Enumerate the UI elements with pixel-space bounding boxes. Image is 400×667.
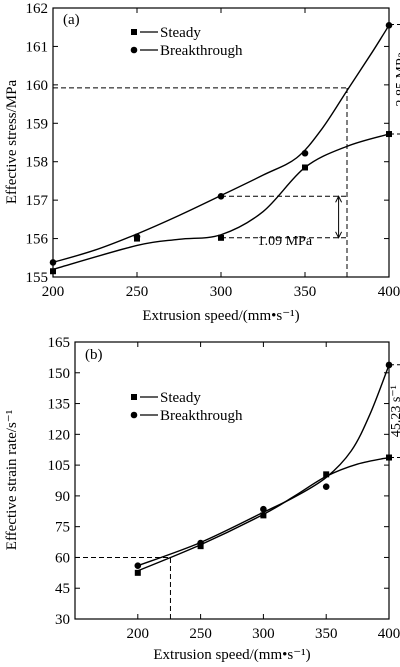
panel-a-label: (a) <box>63 12 80 28</box>
annotation-arrowhead-down <box>335 231 343 239</box>
data-point-steady <box>386 131 392 138</box>
data-point-breakthrough <box>49 259 57 266</box>
y-tick-label: 60 <box>55 550 70 566</box>
data-point-breakthrough <box>197 539 204 547</box>
y-tick-label: 160 <box>26 78 49 94</box>
data-point-breakthrough <box>260 505 267 513</box>
annotation-label: 2.85 MPa <box>394 51 400 106</box>
panel-b-label: (b) <box>85 347 103 363</box>
legend-steady-marker-icon <box>131 29 137 35</box>
data-point-steady <box>50 268 56 275</box>
x-tick-label: 250 <box>126 284 149 300</box>
panel-a-curves <box>52 24 390 270</box>
panel-a-markers <box>49 21 393 275</box>
panel-b-annotations: 45.23 s⁻¹ <box>389 385 400 437</box>
x-tick-label: 400 <box>378 284 400 300</box>
panel-b-x-axis-label: Extrusion speed/(mm•s⁻¹) <box>153 647 310 663</box>
y-tick-label: 158 <box>26 155 49 171</box>
y-tick-label: 165 <box>48 335 71 351</box>
panel-a-ticks: 200 250 300 350 400 155 156 157 158 159 160 161 162 <box>26 1 400 300</box>
x-tick-label: 250 <box>189 626 212 642</box>
y-tick-label: 135 <box>48 397 71 413</box>
panel-a-annotations: 1.09 MPa 2.85 MPa <box>258 51 400 249</box>
x-tick-label: 350 <box>315 626 338 642</box>
y-tick-label: 162 <box>26 1 49 17</box>
annotation-arrowhead-up <box>335 195 343 203</box>
data-point-steady <box>218 234 224 241</box>
x-tick-label: 400 <box>378 626 400 642</box>
data-point-steady <box>386 454 392 461</box>
y-tick-label: 45 <box>55 581 70 597</box>
panel-a-x-axis-label: Extrusion speed/(mm•s⁻¹) <box>142 308 299 324</box>
data-point-steady <box>302 164 308 171</box>
x-tick-label: 300 <box>210 284 233 300</box>
legend-breakthrough-label: Breakthrough <box>160 43 243 59</box>
panel-b-markers <box>134 361 393 576</box>
x-tick-label: 200 <box>127 626 150 642</box>
y-tick-label: 157 <box>26 193 49 209</box>
y-tick-label: 120 <box>48 427 71 443</box>
x-tick-label: 350 <box>294 284 317 300</box>
panel-b-reference-lines <box>75 364 400 619</box>
panel-b-ticks: 200 250 300 350 400 30 45 60 75 90 105 120 135 150 165 <box>48 335 400 642</box>
series-line-steady <box>52 133 390 270</box>
data-point-breakthrough <box>385 21 393 29</box>
series-line-breakthrough <box>52 24 390 264</box>
panel-a-chart: 200 250 300 350 400155156157158159160161162 … <box>4 1 400 324</box>
annotation-label: 1.09 MPa <box>258 234 313 249</box>
panel-a-reference-lines <box>53 24 400 277</box>
y-tick-label: 105 <box>48 458 71 474</box>
data-point-steady <box>134 569 141 576</box>
x-tick-label: 200 <box>42 284 65 300</box>
legend-breakthrough-marker-icon <box>130 411 138 419</box>
data-point-breakthrough <box>133 233 141 240</box>
panel-a-legend: Steady Breakthrough <box>130 25 243 59</box>
panel-b-plot-frame <box>74 341 390 620</box>
y-tick-label: 156 <box>26 232 49 248</box>
data-point-breakthrough <box>385 361 393 369</box>
legend-breakthrough-label: Breakthrough <box>160 408 243 424</box>
data-point-steady <box>323 471 330 478</box>
data-point-breakthrough <box>301 149 309 157</box>
y-tick-label: 75 <box>55 520 70 536</box>
panel-b-y-axis-label: Effective strain rate/s⁻¹ <box>4 410 20 550</box>
legend-steady-label: Steady <box>160 25 201 41</box>
data-point-breakthrough <box>322 483 330 490</box>
y-tick-label: 30 <box>55 612 70 628</box>
panel-b-chart: 200 250 300 350 400 30 45 60 75 90 105 120 135 150 165… <box>4 335 400 663</box>
y-tick-label: 159 <box>26 116 49 132</box>
panel-a-y-axis-label: Effective stress/MPa <box>4 80 20 205</box>
y-tick-label: 161 <box>26 39 49 55</box>
panel-b-legend: Steady Breakthrough <box>130 390 243 424</box>
legend-breakthrough-marker-icon <box>130 46 138 54</box>
x-tick-label: 300 <box>252 626 275 642</box>
y-tick-label: 150 <box>48 366 71 382</box>
legend-steady-marker-icon <box>131 394 137 400</box>
data-point-breakthrough <box>134 562 142 569</box>
annotation-label: 45.23 s⁻¹ <box>389 385 400 437</box>
data-point-breakthrough <box>217 193 225 200</box>
legend-steady-label: Steady <box>160 390 201 406</box>
y-tick-label: 90 <box>55 489 70 505</box>
data-point-steady <box>260 512 267 519</box>
y-tick-label: 155 <box>26 270 49 286</box>
